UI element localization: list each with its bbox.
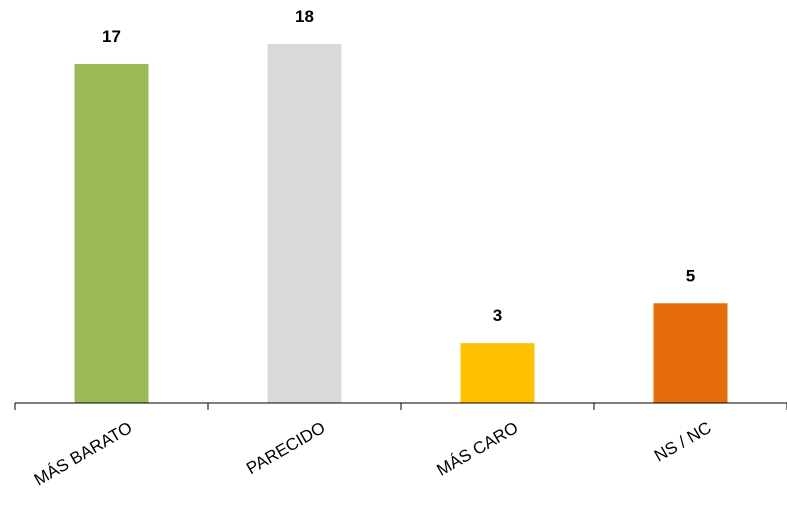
data-label: 3 xyxy=(493,306,502,325)
data-label: 18 xyxy=(295,7,314,26)
bars-layer xyxy=(75,44,728,403)
x-axis xyxy=(15,403,787,410)
data-label: 17 xyxy=(102,27,121,46)
category-labels-layer: MÁS BARATO PARECIDO MÁS CARO NS / NC xyxy=(31,418,715,489)
bar-parecido xyxy=(268,44,342,403)
data-label: 5 xyxy=(686,266,695,285)
value-labels-layer: 17 18 3 5 xyxy=(102,7,695,325)
category-label: MÁS CARO xyxy=(433,418,521,480)
category-label: NS / NC xyxy=(651,418,714,466)
bar-m-s-barato xyxy=(75,64,149,403)
bar-m-s-caro xyxy=(461,343,535,403)
bar-ns-nc xyxy=(654,303,728,403)
category-label: MÁS BARATO xyxy=(31,418,136,489)
category-label: PARECIDO xyxy=(243,418,328,478)
